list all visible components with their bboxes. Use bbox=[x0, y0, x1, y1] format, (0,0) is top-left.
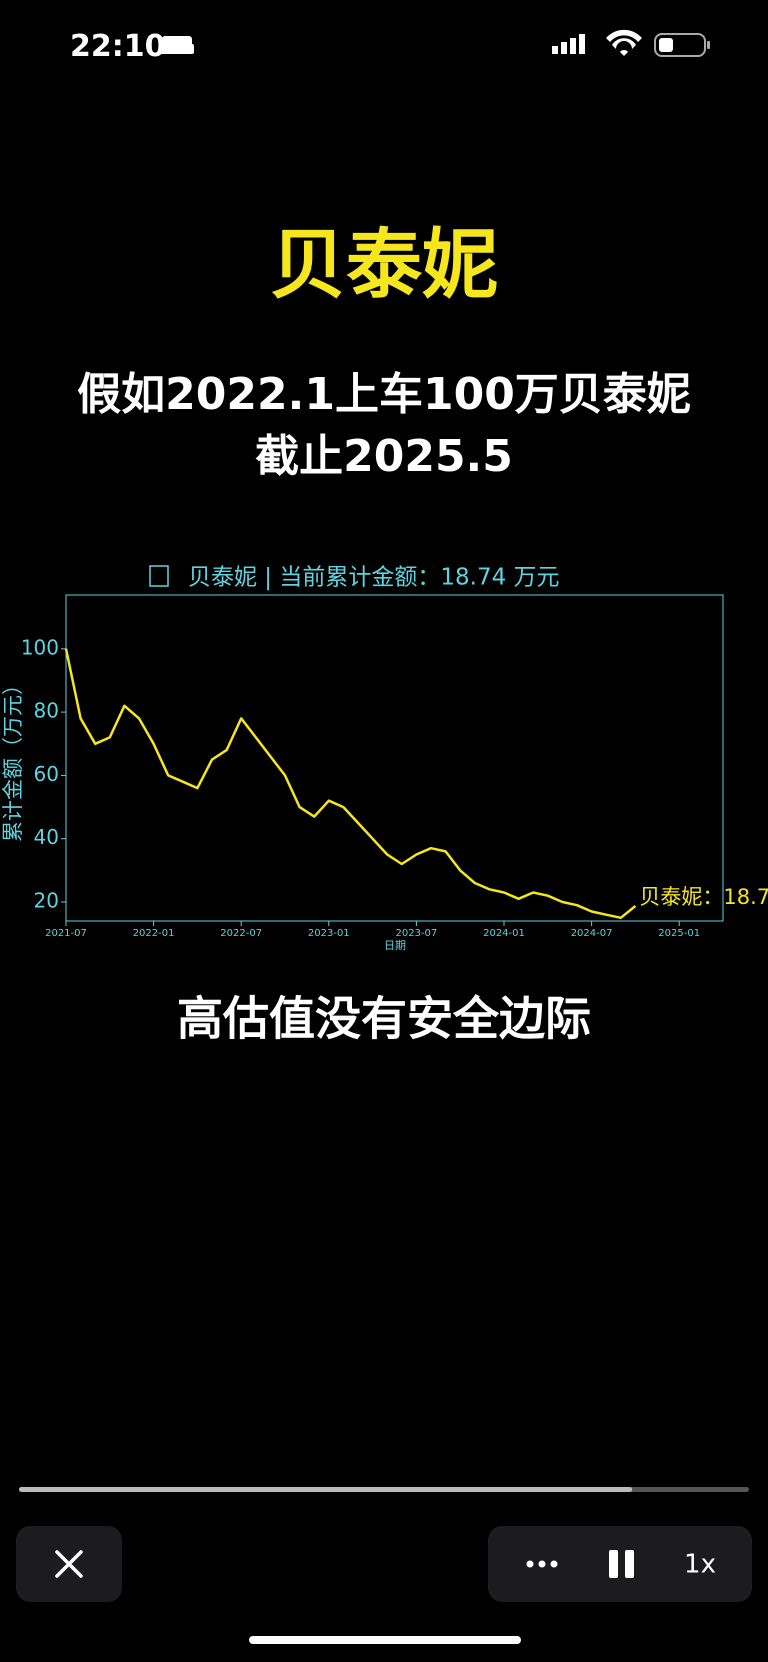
y-tick-label: 40 bbox=[34, 825, 59, 849]
missing-glyph-box bbox=[149, 565, 169, 587]
status-time: 22:10 bbox=[70, 29, 166, 64]
chart: 贝泰妮 | 当前累计金额：18.74 万元 累计金额（万元） 日期 20 40 60… bbox=[1, 565, 768, 953]
subtitle: 假如2022.1上车100万贝泰妮 bbox=[77, 369, 691, 420]
speed-button[interactable]: 1x bbox=[684, 1550, 716, 1580]
x-tick-label: 2024-07 bbox=[571, 928, 613, 939]
subtitle: 截止2025.5 bbox=[255, 431, 513, 482]
x-axis-label: 日期 bbox=[384, 939, 406, 952]
y-tick-label: 60 bbox=[34, 762, 59, 786]
x-tick-label: 2022-01 bbox=[133, 928, 175, 939]
y-axis-label: 累计金额（万元） bbox=[1, 674, 25, 842]
price-line bbox=[64, 648, 637, 920]
plot-frame bbox=[65, 594, 724, 922]
close-button[interactable] bbox=[16, 1526, 122, 1602]
y-tick-label: 80 bbox=[34, 699, 59, 723]
x-tick-label: 2022-07 bbox=[220, 928, 262, 939]
y-tick-label: 20 bbox=[34, 889, 59, 913]
y-tick-label: 100 bbox=[21, 635, 59, 659]
home-indicator bbox=[249, 1636, 521, 1644]
caption: 高估值没有安全边际 bbox=[177, 992, 591, 1046]
end-label: 贝泰妮：18.74 bbox=[639, 885, 768, 909]
x-tick-label: 2024-01 bbox=[483, 928, 525, 939]
x-tick-label: 2023-07 bbox=[396, 928, 438, 939]
headline: 贝泰妮 bbox=[270, 220, 498, 309]
status-icons bbox=[160, 29, 710, 57]
x-tick-label: 2025-01 bbox=[658, 928, 700, 939]
x-tick-label: 2023-01 bbox=[308, 928, 350, 939]
chart-title: 贝泰妮 | 当前累计金额：18.74 万元 bbox=[188, 565, 560, 591]
control-pill bbox=[488, 1526, 752, 1602]
progress-fill bbox=[19, 1487, 633, 1492]
pause-button[interactable] bbox=[609, 1550, 634, 1578]
x-tick-label: 2021-07 bbox=[45, 928, 87, 939]
more-button[interactable] bbox=[526, 1560, 558, 1568]
